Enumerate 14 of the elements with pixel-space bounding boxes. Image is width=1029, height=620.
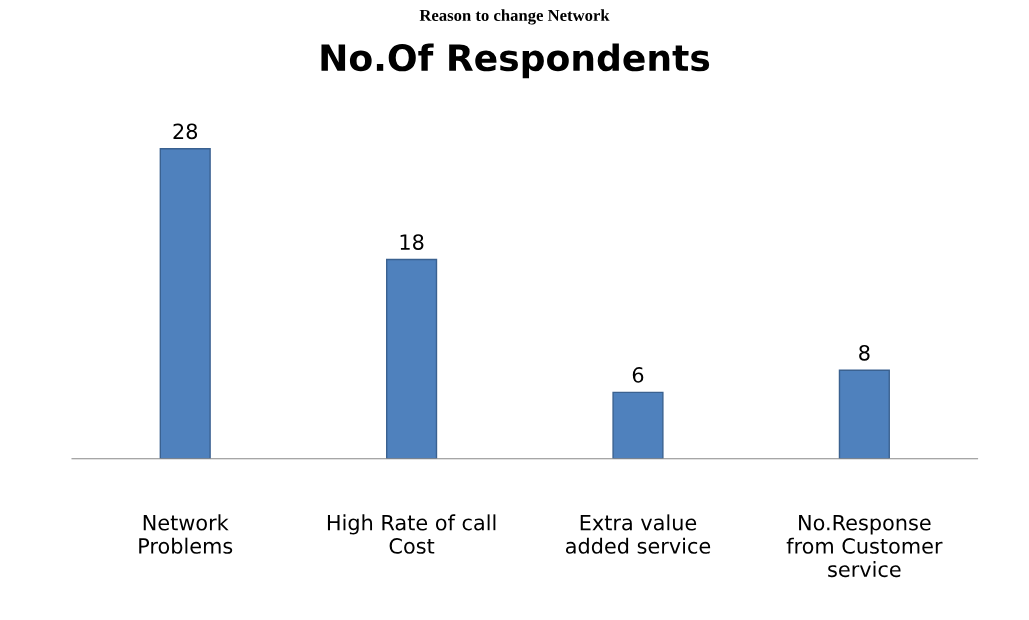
data-label: 8 [859, 344, 870, 361]
data-label: 28 [173, 123, 198, 140]
bar [159, 148, 211, 459]
chart-title: No.Of Respondents [321, 43, 710, 79]
bar [386, 258, 438, 459]
text: Reason to change Network [419, 9, 610, 25]
data-label: 18 [400, 234, 424, 250]
bar [838, 369, 890, 459]
x-tick-label: Extra value added service [565, 514, 711, 554]
bar [612, 391, 664, 459]
x-tick-label: High Rate of call Cost [327, 514, 496, 554]
x-tick-label: Network Problems [139, 514, 233, 554]
x-tick-label: No.Response from Customer service [786, 515, 943, 578]
data-label: 6 [632, 367, 644, 383]
